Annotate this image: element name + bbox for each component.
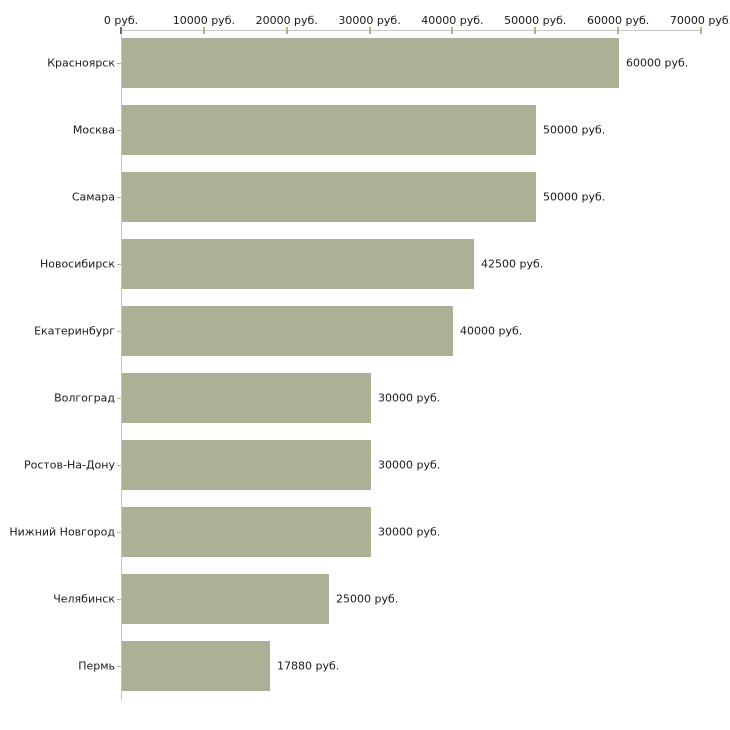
x-axis-tick-mark <box>202 27 205 34</box>
x-axis-tick-label: 10000 руб. <box>172 14 235 27</box>
bar <box>122 38 619 88</box>
bar <box>122 239 474 289</box>
y-axis-tick-mark <box>117 63 121 64</box>
bar-value-label: 60000 руб. <box>626 56 689 70</box>
y-axis-tick-mark <box>117 331 121 332</box>
x-axis-tick-label: 20000 руб. <box>255 14 318 27</box>
y-axis-tick-mark <box>117 197 121 198</box>
x-axis-line <box>121 30 701 31</box>
bar-value-label: 17880 руб. <box>277 659 340 673</box>
y-axis-tick-mark <box>117 130 121 131</box>
bar-value-label: 30000 руб. <box>378 458 441 472</box>
bar-value-label: 25000 руб. <box>336 592 399 606</box>
bar-value-label: 40000 руб. <box>460 324 523 338</box>
x-axis-tick-label: 40000 руб. <box>421 14 484 27</box>
category-label: Волгоград <box>54 391 115 405</box>
x-axis-tick-mark <box>700 27 702 34</box>
bar-value-label: 30000 руб. <box>378 525 441 539</box>
x-axis-tick-mark <box>534 27 537 34</box>
x-axis-tick-mark <box>368 27 371 34</box>
bar <box>122 641 270 691</box>
category-label: Красноярск <box>47 56 115 70</box>
category-label: Нижний Новгород <box>9 525 115 539</box>
bar <box>122 440 371 490</box>
x-axis-tick-mark <box>120 27 122 34</box>
bar <box>122 574 329 624</box>
bar <box>122 105 536 155</box>
y-axis-tick-mark <box>117 398 121 399</box>
y-axis-line <box>121 30 122 700</box>
x-axis-tick-label: 30000 руб. <box>338 14 401 27</box>
bar-value-label: 50000 руб. <box>543 190 606 204</box>
category-label: Самара <box>71 190 115 204</box>
category-label: Пермь <box>78 659 115 673</box>
x-axis-tick-label: 60000 руб. <box>587 14 650 27</box>
x-axis-tick-mark <box>617 27 620 34</box>
bar-value-label: 50000 руб. <box>543 123 606 137</box>
y-axis-tick-mark <box>117 599 121 600</box>
bar <box>122 172 536 222</box>
category-label: Челябинск <box>53 592 115 606</box>
y-axis-tick-mark <box>117 264 121 265</box>
bar-value-label: 42500 руб. <box>481 257 544 271</box>
bar <box>122 306 453 356</box>
category-label: Екатеринбург <box>34 324 115 338</box>
y-axis-tick-mark <box>117 532 121 533</box>
x-axis-tick-mark <box>285 27 288 34</box>
y-axis-tick-mark <box>117 666 121 667</box>
x-axis-tick-label: 70000 руб. <box>669 14 730 27</box>
category-label: Новосибирск <box>39 257 115 271</box>
bar-value-label: 30000 руб. <box>378 391 441 405</box>
category-label: Москва <box>72 123 115 137</box>
x-axis-tick-label: 50000 руб. <box>504 14 567 27</box>
bar <box>122 373 371 423</box>
y-axis-tick-mark <box>117 465 121 466</box>
x-axis-tick-label: 0 руб. <box>103 14 139 27</box>
bar <box>122 507 371 557</box>
category-label: Ростов-На-Дону <box>23 458 115 472</box>
x-axis-tick-mark <box>451 27 454 34</box>
